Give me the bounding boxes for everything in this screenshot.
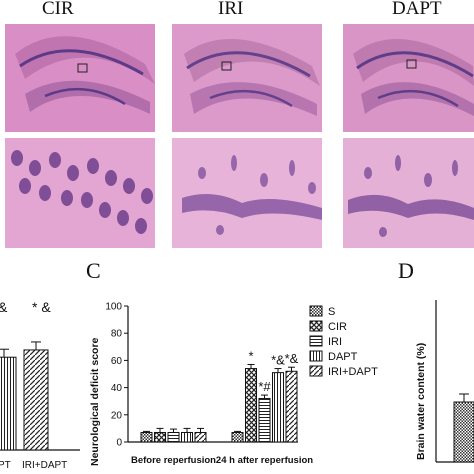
panel-c-letter: C [86,258,101,283]
micrograph-cir-low [5,24,155,132]
column-title-dapt: DAPT [392,0,442,19]
panel-c-ytick-label-2: 40 [111,383,123,394]
panel-c-legend-swatch-1 [309,320,323,332]
panel-b-left-annotation: & [0,299,8,315]
panel-c-bar-0-0 [140,431,153,443]
panel-b-partial: & * & PT IRI+DAPT [0,299,80,471]
panel-c-legend-label-4: IRI+DAPT [328,366,378,378]
panel-c-bar-0-4 [194,431,207,443]
panel-c-ytick-label-3: 60 [111,356,123,367]
panel-b-bar-0 [0,356,17,451]
panel-c-bar-0-1 [154,431,166,443]
panel-c-ylabel: Neurological deficit score [89,337,101,466]
panel-d-bar [453,401,474,463]
panel-c-legend-label-3: DAPT [328,351,358,363]
panel-c-legend-swatch-0 [309,305,323,317]
micrograph-dapt-high [343,138,474,248]
panel-c-legend-swatch-2 [309,335,323,347]
panel-c-bar-0-3 [181,431,193,443]
panel-c-ytick-label-4: 80 [111,329,123,340]
micrograph-iri-low [172,24,322,132]
column-title-iri: IRI [218,0,244,19]
panel-d-ylabel: Brain water content (%) [415,343,427,460]
panel-c-ytick-label-5: 100 [105,302,122,313]
panel-c-ytick-label-0: 0 [116,438,122,449]
micrograph-cir-high [5,138,155,248]
panel-c-xlabel-1: 24 h after reperfusion [216,455,313,466]
panel-c-bar-0-2 [167,431,180,443]
column-title-cir: CIR [42,0,74,19]
panel-c-legend-swatch-3 [309,350,323,362]
panel-c-bar-1-0 [231,431,244,443]
panel-c-annotation-1: *# [258,379,271,394]
panel-b-bar-1 [23,349,49,451]
panel-c-legend-label-0: S [328,306,335,318]
panel-d-letter: D [398,258,414,283]
panel-b-xlabel-1: IRI+DAPT [22,460,67,471]
micrograph-dapt-low [343,24,474,132]
panel-c-annotation-0: * [248,348,253,363]
histology-figure: CIR IRI DAPT [5,0,474,248]
panel-c-annotation-2: *& [271,353,285,368]
panel-c-bar-1-4 [285,370,298,443]
panel-b-xlabel-0: PT [0,460,11,471]
panel-c-legend-swatch-4 [309,365,323,377]
panel-c-bar-1-3 [272,372,284,443]
micrograph-iri-high [172,138,322,248]
panel-c-legend-label-1: CIR [328,321,347,333]
panel-c-bar-1-1 [245,368,257,443]
panel-c-legend-label-2: IRI [328,336,342,348]
panel-c-chart: Neurological deficit score 020406080100 … [89,302,378,467]
panel-d-partial: Brain water content (%) [415,300,474,463]
panel-b-annotation: * & [32,299,51,315]
panel-c-ytick-label-1: 20 [111,410,123,421]
panel-c-xlabel-0: Before reperfusion [131,455,216,466]
panel-c-bar-1-2 [258,397,271,443]
panel-c-annotation-3: *& [285,351,299,366]
